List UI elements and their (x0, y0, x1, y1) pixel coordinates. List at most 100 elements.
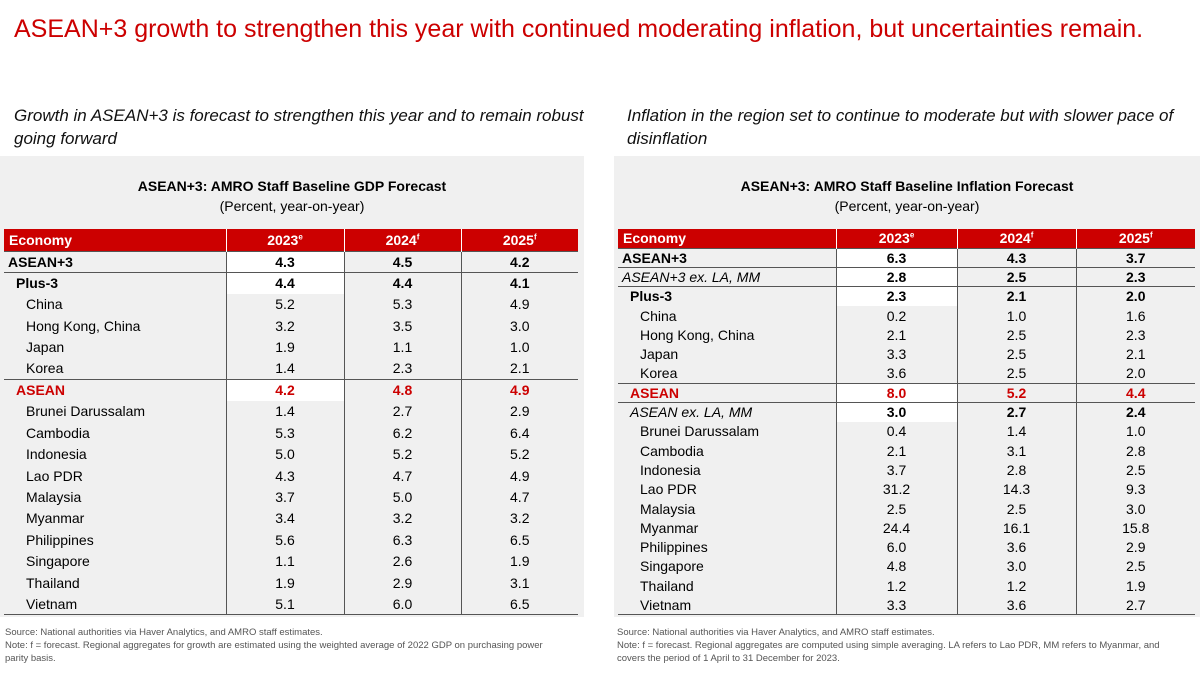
value-cell-2023: 3.3 (835, 595, 957, 616)
value-cell-2025: 4.1 (460, 271, 578, 294)
value-cell-2025: 2.4 (1075, 401, 1195, 422)
value-cell-2024: 2.5 (956, 363, 1076, 384)
source-line: Source: National authorities via Haver A… (5, 627, 323, 638)
inflation-table-title: ASEAN+3: AMRO Staff Baseline Inflation F… (740, 178, 1074, 194)
inflation-table-units: (Percent, year-on-year) (834, 198, 980, 214)
economy-cell: Cambodia (26, 424, 90, 441)
value-cell-2024: 5.0 (343, 486, 461, 508)
value-cell-2024: 16.1 (956, 518, 1076, 538)
table-row: Lao PDR 31.2 14.3 9.3 (618, 479, 1195, 499)
value-cell-2024: 2.5 (956, 325, 1076, 345)
table-row: Thailand 1.2 1.2 1.9 (618, 576, 1195, 596)
value-cell-2023: 31.2 (835, 479, 957, 499)
table-row: Plus-3 4.4 4.4 4.1 (4, 271, 578, 294)
table-row: Japan 1.9 1.1 1.0 (4, 336, 578, 358)
value-cell-2024: 2.5 (956, 498, 1076, 519)
table-row: Malaysia 2.5 2.5 3.0 (618, 498, 1195, 519)
inflation-forecast-panel: ASEAN+3: AMRO Staff Baseline Inflation F… (614, 156, 1200, 617)
economy-cell: Plus-3 (618, 286, 836, 306)
value-cell-2025: 4.9 (460, 293, 578, 316)
header-year-2023: 2023e (225, 229, 344, 251)
value-cell-2023: 5.3 (225, 422, 344, 444)
value-cell-2025: 2.9 (460, 400, 578, 423)
table-row: China 5.2 5.3 4.9 (4, 293, 578, 316)
value-cell-2024: 3.1 (956, 440, 1076, 461)
value-cell-2024: 1.0 (956, 305, 1076, 326)
economy-cell: Vietnam (4, 593, 226, 616)
value-cell-2025: 4.7 (460, 486, 578, 508)
header-year-2024: 2024f (343, 229, 461, 251)
table-row: Indonesia 5.0 5.2 5.2 (4, 443, 578, 465)
table-row: Korea 3.6 2.5 2.0 (618, 363, 1195, 384)
economy-cell: Brunei Darussalam (640, 423, 760, 440)
value-cell-2025: 1.0 (460, 336, 578, 358)
economy-cell: Japan (26, 339, 65, 356)
economy-cell: ASEAN ex. LA, MM (618, 401, 836, 422)
value-cell-2023: 2.1 (835, 440, 957, 461)
value-cell-2023: 2.8 (835, 267, 957, 288)
value-cell-2024: 2.7 (343, 400, 461, 423)
table-row: ASEAN+3 ex. LA, MM 2.8 2.5 2.3 (618, 267, 1195, 288)
value-cell-2024: 4.3 (956, 247, 1076, 268)
economy-cell: ASEAN (618, 382, 836, 403)
table-row: Philippines 5.6 6.3 6.5 (4, 529, 578, 551)
table-row: Hong Kong, China 2.1 2.5 2.3 (618, 325, 1195, 345)
economy-cell: Japan (640, 346, 679, 363)
economy-cell: Lao PDR (26, 467, 83, 484)
value-cell-2023: 4.2 (225, 378, 344, 401)
value-cell-2023: 3.3 (835, 344, 957, 364)
value-cell-2025: 2.1 (1075, 344, 1195, 364)
value-cell-2025: 4.2 (460, 250, 578, 273)
value-cell-2025: 2.3 (1075, 325, 1195, 345)
value-cell-2024: 5.3 (343, 293, 461, 316)
value-cell-2023: 6.3 (835, 247, 957, 268)
table-row: Lao PDR 4.3 4.7 4.9 (4, 464, 578, 487)
value-cell-2024: 4.7 (343, 464, 461, 487)
economy-cell: ASEAN (4, 378, 226, 401)
gdp-forecast-panel: ASEAN+3: AMRO Staff Baseline GDP Forecas… (0, 156, 584, 617)
value-cell-2024: 2.6 (343, 550, 461, 572)
value-cell-2023: 3.6 (835, 363, 957, 384)
value-cell-2025: 1.6 (1075, 305, 1195, 326)
value-cell-2025: 2.5 (1075, 460, 1195, 480)
economy-cell: Indonesia (640, 461, 701, 478)
value-cell-2025: 2.1 (460, 357, 578, 380)
economy-cell: Hong Kong, China (640, 326, 755, 343)
table-row: ASEAN+3 6.3 4.3 3.7 (618, 247, 1195, 268)
value-cell-2023: 8.0 (835, 382, 957, 403)
table-row: Vietnam 3.3 3.6 2.7 (618, 595, 1195, 616)
value-cell-2024: 4.5 (343, 250, 461, 273)
value-cell-2024: 4.8 (343, 378, 461, 401)
value-cell-2025: 2.8 (1075, 440, 1195, 461)
value-cell-2025: 2.0 (1075, 286, 1195, 306)
value-cell-2024: 2.5 (956, 267, 1076, 288)
table-row: Singapore 1.1 2.6 1.9 (4, 550, 578, 572)
value-cell-2024: 3.5 (343, 315, 461, 337)
header-year-2025: 2025f (1075, 229, 1195, 248)
note-line: Note: f = forecast. Regional aggregates … (5, 640, 543, 664)
value-cell-2025: 4.9 (460, 378, 578, 401)
table-row: Brunei Darussalam 0.4 1.4 1.0 (618, 421, 1195, 441)
right-subtitle: Inflation in the region set to continue … (627, 106, 1174, 148)
economy-cell: Brunei Darussalam (26, 403, 146, 420)
value-cell-2023: 1.9 (225, 336, 344, 358)
value-cell-2024: 1.4 (956, 421, 1076, 441)
value-cell-2025: 2.3 (1075, 267, 1195, 288)
value-cell-2024: 5.2 (343, 443, 461, 465)
value-cell-2023: 3.0 (835, 401, 957, 422)
table-row: Philippines 6.0 3.6 2.9 (618, 537, 1195, 557)
value-cell-2023: 5.0 (225, 443, 344, 465)
economy-cell: Myanmar (640, 519, 699, 536)
value-cell-2024: 3.6 (956, 595, 1076, 616)
value-cell-2025: 2.9 (1075, 537, 1195, 557)
table-row: China 0.2 1.0 1.6 (618, 305, 1195, 326)
gdp-forecast-table: Economy 2023e 2024f 2025f ASEAN+3 4.3 4.5 4… (4, 229, 578, 616)
economy-cell: Thailand (26, 574, 80, 591)
value-cell-2024: 2.1 (956, 286, 1076, 306)
economy-cell: Malaysia (26, 488, 82, 505)
table-row: Cambodia 5.3 6.2 6.4 (4, 422, 578, 444)
table-row: Indonesia 3.7 2.8 2.5 (618, 460, 1195, 480)
value-cell-2024: 1.2 (956, 576, 1076, 596)
value-cell-2023: 1.9 (225, 571, 344, 594)
gdp-table-title: ASEAN+3: AMRO Staff Baseline GDP Forecas… (137, 178, 447, 194)
